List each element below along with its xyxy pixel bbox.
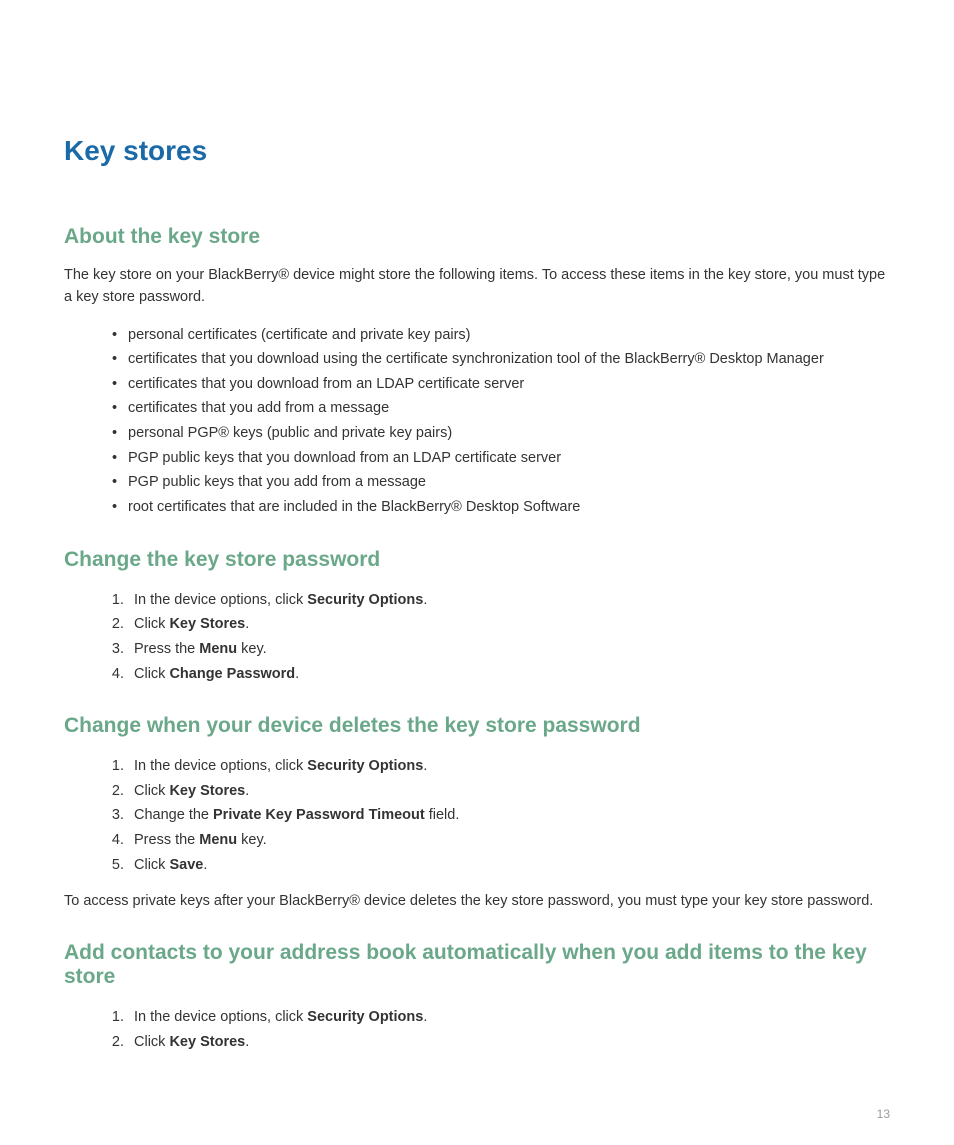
list-item: Click Key Stores. xyxy=(128,612,890,637)
about-bullet-list: personal certificates (certificate and p… xyxy=(112,323,890,520)
step-text: . xyxy=(423,592,427,608)
step-text: Click xyxy=(134,857,169,873)
step-bold: Private Key Password Timeout xyxy=(213,807,425,823)
list-item: In the device options, click Security Op… xyxy=(128,588,890,613)
step-text: . xyxy=(295,666,299,682)
step-text: . xyxy=(203,857,207,873)
page-number: 13 xyxy=(877,1107,890,1121)
step-text: Click xyxy=(134,1034,169,1050)
step-bold: Security Options xyxy=(307,592,423,608)
step-bold: Menu xyxy=(199,641,237,657)
page-title: Key stores xyxy=(64,135,890,167)
change-when-deletes-note: To access private keys after your BlackB… xyxy=(64,891,890,913)
step-bold: Change Password xyxy=(169,666,295,682)
list-item: Press the Menu key. xyxy=(128,637,890,662)
step-text: key. xyxy=(237,641,267,657)
list-item: certificates that you download using the… xyxy=(112,347,890,372)
step-bold: Save xyxy=(169,857,203,873)
step-text: Change the xyxy=(134,807,213,823)
step-text: Press the xyxy=(134,832,199,848)
step-text: . xyxy=(423,1009,427,1025)
heading-change-password: Change the key store password xyxy=(64,548,890,572)
step-text: In the device options, click xyxy=(134,1009,307,1025)
step-text: . xyxy=(245,783,249,799)
step-text: key. xyxy=(237,832,267,848)
list-item: Press the Menu key. xyxy=(128,828,890,853)
step-bold: Security Options xyxy=(307,758,423,774)
about-intro-paragraph: The key store on your BlackBerry® device… xyxy=(64,265,890,309)
list-item: personal certificates (certificate and p… xyxy=(112,323,890,348)
step-text: field. xyxy=(425,807,460,823)
heading-about-key-store: About the key store xyxy=(64,225,890,249)
list-item: Click Key Stores. xyxy=(128,779,890,804)
step-text: Click xyxy=(134,666,169,682)
step-bold: Key Stores xyxy=(169,783,245,799)
list-item: In the device options, click Security Op… xyxy=(128,754,890,779)
list-item: certificates that you download from an L… xyxy=(112,372,890,397)
heading-change-when-deletes: Change when your device deletes the key … xyxy=(64,714,890,738)
heading-add-contacts: Add contacts to your address book automa… xyxy=(64,941,890,989)
list-item: PGP public keys that you add from a mess… xyxy=(112,470,890,495)
step-text: Click xyxy=(134,616,169,632)
step-text: Press the xyxy=(134,641,199,657)
add-contacts-steps: In the device options, click Security Op… xyxy=(112,1005,890,1054)
list-item: personal PGP® keys (public and private k… xyxy=(112,421,890,446)
step-bold: Key Stores xyxy=(169,1034,245,1050)
step-text: In the device options, click xyxy=(134,758,307,774)
list-item: PGP public keys that you download from a… xyxy=(112,446,890,471)
step-text: . xyxy=(423,758,427,774)
step-text: Click xyxy=(134,783,169,799)
step-bold: Security Options xyxy=(307,1009,423,1025)
change-password-steps: In the device options, click Security Op… xyxy=(112,588,890,687)
list-item: In the device options, click Security Op… xyxy=(128,1005,890,1030)
list-item: Click Change Password. xyxy=(128,662,890,687)
change-when-deletes-steps: In the device options, click Security Op… xyxy=(112,754,890,877)
step-text: . xyxy=(245,616,249,632)
step-text: . xyxy=(245,1034,249,1050)
step-text: In the device options, click xyxy=(134,592,307,608)
step-bold: Key Stores xyxy=(169,616,245,632)
list-item: Change the Private Key Password Timeout … xyxy=(128,803,890,828)
list-item: Click Save. xyxy=(128,853,890,878)
list-item: root certificates that are included in t… xyxy=(112,495,890,520)
step-bold: Menu xyxy=(199,832,237,848)
list-item: certificates that you add from a message xyxy=(112,396,890,421)
list-item: Click Key Stores. xyxy=(128,1030,890,1055)
